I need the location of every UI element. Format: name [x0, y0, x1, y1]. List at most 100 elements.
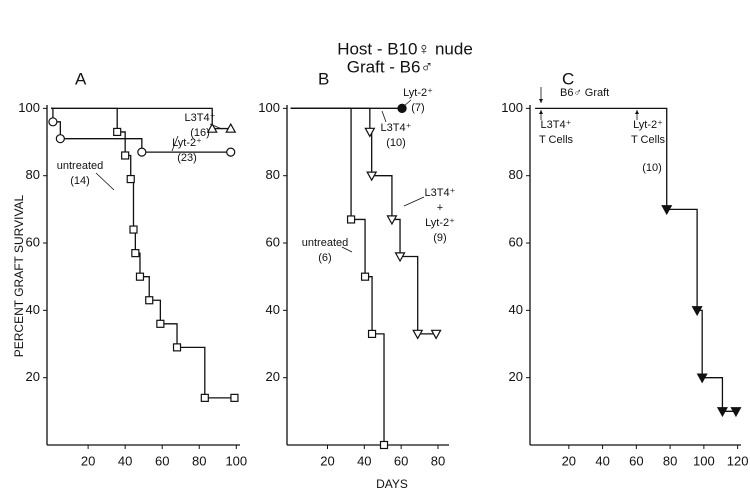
marker: [135, 272, 145, 281]
x-tick-label: 60: [629, 453, 643, 468]
marker: [397, 103, 407, 113]
marker: [346, 215, 356, 224]
leader-line: [171, 135, 179, 152]
series-label: (14): [70, 175, 90, 187]
series-label: (7): [411, 102, 424, 114]
y-tick-label: 80: [509, 167, 523, 182]
y-tick-label: 80: [26, 167, 40, 182]
series-label: untreated: [57, 160, 103, 172]
x-tick-label: 40: [118, 453, 132, 468]
panel-title: A: [75, 69, 87, 88]
y-tick-label: 100: [501, 100, 523, 115]
annotation: L3T4⁺: [541, 119, 572, 131]
series-label: Lyt-2⁺: [403, 87, 433, 99]
annotation: T Cells: [631, 134, 666, 146]
y-axis-label: PERCENT GRAFT SURVIVAL: [12, 194, 26, 357]
marker: [716, 407, 728, 418]
series-label: untreated: [302, 237, 348, 249]
y-tick-label: 40: [26, 302, 40, 317]
marker: [126, 174, 135, 184]
marker: [156, 319, 165, 328]
y-tick-label: 100: [18, 100, 40, 115]
series-label: L3T4⁺: [185, 112, 216, 124]
marker: [430, 329, 442, 340]
marker: [48, 117, 58, 127]
marker: [366, 171, 378, 182]
x-tick-label: 120: [727, 453, 749, 468]
y-tick-label: 60: [26, 234, 40, 249]
series-label: L3T4⁺: [381, 122, 412, 134]
marker: [121, 151, 130, 160]
annotation: Lyt-2⁺: [633, 119, 663, 131]
annotation: T Cells: [539, 134, 574, 146]
series-label: (9): [433, 232, 446, 244]
series-label: (10): [386, 137, 406, 149]
marker: [145, 296, 154, 305]
x-tick-label: 60: [394, 453, 408, 468]
marker: [131, 249, 140, 258]
y-tick-label: 20: [509, 369, 523, 384]
y-tick-label: 40: [266, 302, 280, 317]
leader-line: [403, 196, 425, 207]
y-tick-label: 60: [509, 234, 523, 249]
leader-line: [341, 246, 353, 253]
series-label: (16): [190, 127, 210, 139]
marker: [230, 393, 239, 402]
y-tick-label: 100: [258, 100, 280, 115]
y-tick-label: 20: [26, 369, 40, 384]
marker: [137, 147, 147, 157]
y-tick-label: 20: [266, 369, 280, 384]
x-tick-label: 40: [595, 453, 609, 468]
marker: [113, 127, 122, 137]
figure-title: Host - B10♀ nude: [337, 39, 473, 58]
marker: [206, 122, 218, 133]
marker: [379, 440, 389, 450]
marker: [360, 272, 370, 281]
x-tick-label: 40: [357, 453, 371, 468]
x-axis-label: DAYS: [376, 477, 408, 491]
arrow-head: [539, 110, 543, 114]
marker: [55, 134, 65, 144]
x-tick-label: 100: [693, 453, 715, 468]
marker: [172, 343, 182, 352]
x-tick-label: 20: [81, 453, 95, 468]
marker: [225, 122, 237, 133]
marker: [226, 147, 236, 157]
marker: [386, 215, 398, 226]
marker: [129, 225, 138, 234]
marker: [691, 306, 703, 317]
marker: [730, 407, 742, 418]
series-label: (10): [642, 162, 662, 174]
survival-line: [535, 107, 736, 412]
x-tick-label: 80: [192, 453, 206, 468]
survival-line: [290, 107, 385, 445]
panel-title: B: [318, 69, 329, 88]
marker: [412, 329, 424, 340]
marker: [696, 373, 708, 384]
marker: [200, 393, 209, 402]
arrow-head: [635, 110, 639, 114]
annotation: B6♂ Graft: [560, 87, 609, 99]
leader-line: [209, 123, 223, 130]
survival-line: [290, 107, 437, 335]
x-tick-label: 20: [562, 453, 576, 468]
leader-line: [95, 172, 115, 191]
arrow-head: [539, 99, 543, 103]
series-label: +: [437, 202, 443, 214]
y-tick-label: 80: [266, 167, 280, 182]
panel-title: C: [562, 69, 574, 88]
series-label: (6): [318, 252, 331, 264]
x-tick-label: 60: [155, 453, 169, 468]
y-tick-label: 40: [509, 302, 523, 317]
x-tick-label: 20: [320, 453, 334, 468]
series-label: L3T4⁺: [425, 187, 456, 199]
x-tick-label: 80: [431, 453, 445, 468]
leader-line: [381, 110, 387, 123]
marker: [367, 329, 377, 339]
x-tick-label: 100: [225, 453, 247, 468]
series-label: Lyt-2⁺: [172, 137, 202, 149]
x-tick-label: 80: [663, 453, 677, 468]
y-tick-label: 60: [266, 234, 280, 249]
figure-subtitle: Graft - B6♂: [347, 57, 433, 76]
